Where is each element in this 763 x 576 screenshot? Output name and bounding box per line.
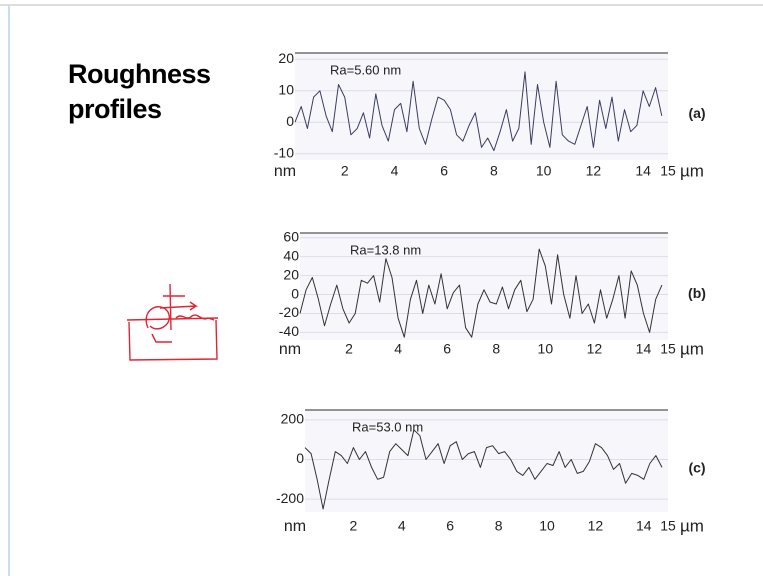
x-tick-label: 10: [539, 518, 555, 534]
x-tick-label: 6: [440, 163, 448, 179]
x-tick-label: 2: [345, 341, 353, 357]
plot-background: [300, 233, 668, 340]
x-tick-label: 2: [341, 163, 349, 179]
y-tick-label: 60: [283, 228, 299, 244]
y-axis-unit: nm: [279, 341, 301, 358]
plot-background: [305, 410, 668, 512]
x-axis-unit: µm: [680, 516, 704, 535]
profile-line: [304, 429, 663, 510]
x-tick-label: 12: [588, 518, 604, 534]
x-axis-unit: µm: [680, 339, 704, 358]
x-tick-label: 4: [394, 341, 402, 357]
x-tick-label: 4: [398, 518, 406, 534]
x-tick-label: 15: [660, 518, 676, 534]
x-tick-label: 8: [495, 518, 503, 534]
x-tick-label: 12: [587, 341, 603, 357]
x-tick-label: 14: [636, 341, 652, 357]
y-tick-label: 20: [278, 50, 294, 66]
profile-line: [299, 248, 663, 338]
x-tick-label: 12: [586, 163, 602, 179]
x-tick-label: 14: [635, 163, 651, 179]
x-tick-label: 15: [660, 341, 676, 357]
hand-sketch: [126, 283, 219, 361]
x-tick-label: 6: [443, 341, 451, 357]
x-tick-label: 4: [391, 163, 399, 179]
x-tick-label: 10: [538, 341, 554, 357]
x-tick-label: 6: [446, 518, 454, 534]
y-axis-unit: nm: [284, 518, 306, 535]
y-tick-label: 0: [296, 450, 304, 466]
plot-background: [295, 53, 668, 160]
annotation: Ra=5.60 nm: [330, 62, 401, 77]
y-tick-label: -10: [274, 144, 294, 160]
y-tick-label: -20: [279, 304, 299, 320]
slide-title: Roughness profiles: [68, 59, 211, 124]
x-tick-label: 2: [350, 518, 358, 534]
y-tick-label: 20: [283, 266, 299, 282]
y-axis-unit: nm: [274, 163, 296, 180]
y-tick-label: 0: [286, 113, 294, 129]
y-tick-label: 10: [278, 81, 294, 97]
x-tick-label: 8: [490, 163, 498, 179]
x-tick-label: 15: [660, 163, 676, 179]
annotation: Ra=53.0 nm: [352, 419, 423, 434]
x-tick-label: 10: [536, 163, 552, 179]
panel-label: (b): [688, 285, 706, 301]
x-tick-label: 8: [492, 341, 500, 357]
panel-label: (a): [688, 105, 705, 121]
y-tick-label: 40: [283, 247, 299, 263]
annotation: Ra=13.8 nm: [350, 242, 421, 257]
x-axis-unit: µm: [680, 161, 704, 180]
panel-label: (c): [688, 460, 705, 476]
y-tick-label: 0: [291, 285, 299, 301]
y-tick-label: -200: [276, 490, 304, 506]
x-tick-label: 14: [636, 518, 652, 534]
y-tick-label: -40: [279, 323, 299, 339]
y-tick-label: 200: [281, 411, 305, 427]
profile-line: [294, 71, 663, 152]
